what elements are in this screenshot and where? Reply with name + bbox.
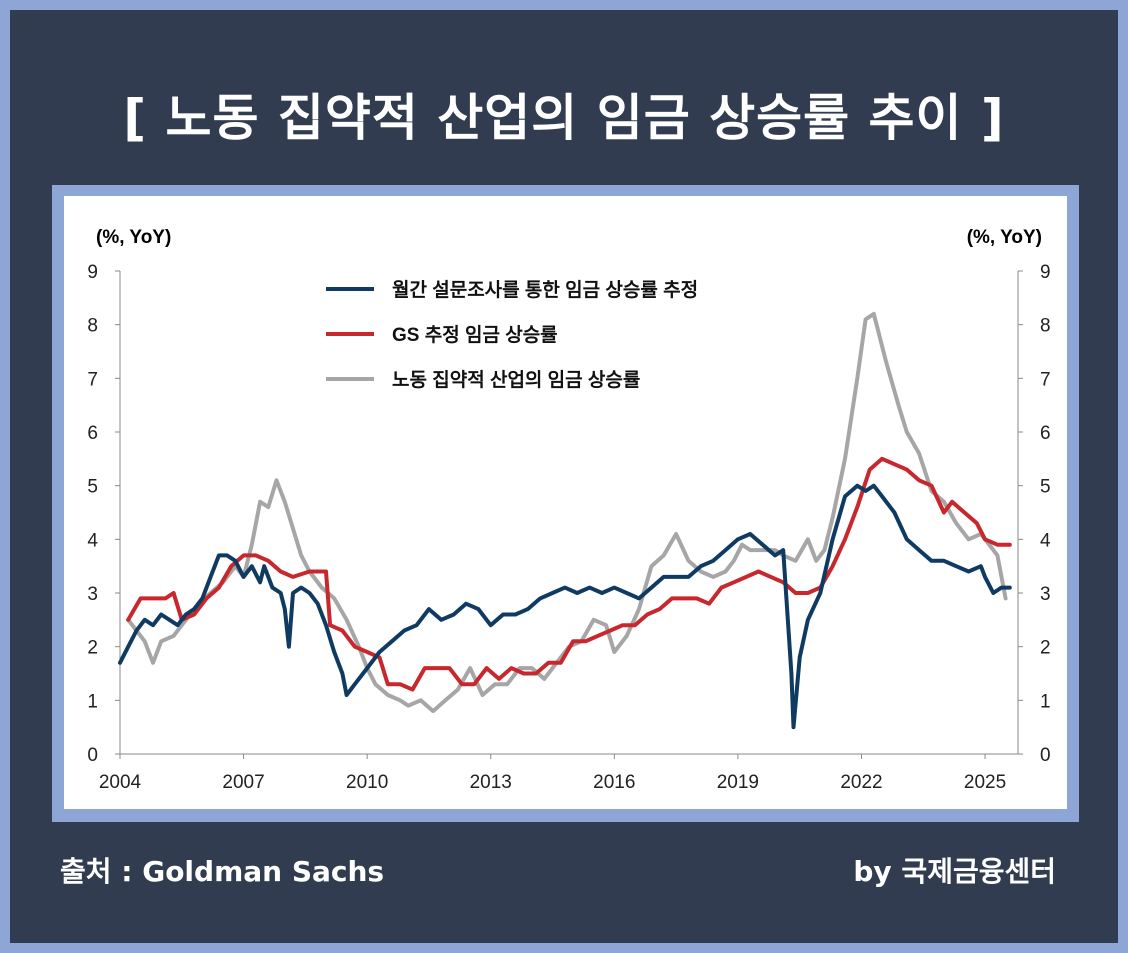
credit-label: by 국제금융센터	[853, 855, 1056, 888]
y-tick-label-right: 7	[1040, 369, 1051, 390]
page-title: [ 노동 집약적 산업의 임금 상승률 추이 ]	[123, 89, 1005, 147]
y-tick-label-left: 7	[87, 369, 98, 390]
series-line-1	[118, 483, 1012, 730]
y-tick-label-right: 9	[1040, 262, 1051, 283]
x-tick-label: 2013	[470, 772, 512, 793]
y-tick-label-left: 3	[87, 584, 98, 605]
y-axis-label-left: (%, YoY)	[96, 227, 171, 248]
y-tick-label-right: 0	[1040, 745, 1051, 766]
y-tick-label-right: 3	[1040, 584, 1051, 605]
y-tick-label-left: 1	[87, 691, 98, 712]
x-tick-label: 2025	[964, 772, 1006, 793]
x-tick-label: 2019	[717, 772, 759, 793]
legend-label-2: GS 추정 임금 상승률	[392, 324, 558, 346]
y-tick-label-left: 2	[87, 638, 98, 659]
y-tick-label-right: 2	[1040, 638, 1051, 659]
x-tick-label: 2004	[99, 772, 142, 793]
x-tick-label: 2016	[593, 772, 635, 793]
legend-label-3: 노동 집약적 산업의 임금 상승률	[392, 369, 640, 391]
y-tick-label-right: 1	[1040, 691, 1051, 712]
series-line-3	[126, 311, 1008, 714]
line-chart: (%, YoY) (%, YoY) 0 0 1 1 2 2 3 3 4 4 5 5 6 6 7 7 8 8 9 9 20…	[87, 227, 1051, 793]
source-label: 출처 : Goldman Sachs	[60, 855, 385, 888]
y-tick-label-right: 5	[1040, 477, 1051, 498]
series-layer	[118, 311, 1012, 730]
y-tick-label-left: 4	[87, 530, 98, 551]
x-tick-label: 2010	[346, 772, 388, 793]
chart-area: (%, YoY) (%, YoY) 0 0 1 1 2 2 3 3 4 4 5 5 6 6 7 7 8 8 9 9 20…	[64, 196, 1067, 809]
y-axis-label-right: (%, YoY)	[967, 227, 1042, 248]
legend-label-1: 월간 설문조사를 통한 임금 상승률 추정	[392, 279, 698, 301]
y-tick-label-right: 4	[1040, 530, 1051, 551]
y-tick-label-right: 6	[1040, 423, 1051, 444]
series-line-2	[126, 456, 1012, 692]
axes: 0 0 1 1 2 2 3 3 4 4 5 5 6 6 7 7 8 8 9 9 2004 2007 2010 2013 2016…	[87, 262, 1051, 793]
y-tick-label-left: 8	[87, 316, 98, 337]
x-tick-label: 2022	[840, 772, 882, 793]
y-tick-label-left: 9	[87, 262, 98, 283]
y-tick-label-right: 8	[1040, 316, 1051, 337]
x-tick-label: 2007	[222, 772, 264, 793]
y-tick-label-left: 6	[87, 423, 98, 444]
y-tick-label-left: 5	[87, 477, 98, 498]
y-tick-label-left: 0	[87, 745, 98, 766]
